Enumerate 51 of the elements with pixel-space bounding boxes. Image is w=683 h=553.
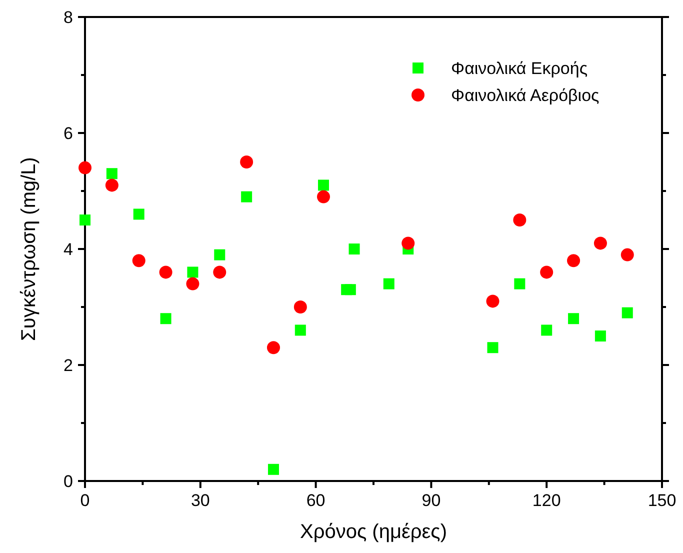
x-tick-label: 90 (422, 491, 441, 510)
y-tick-label: 4 (64, 240, 73, 259)
point (186, 277, 200, 290)
x-tick-label: 60 (306, 491, 326, 510)
point (383, 278, 394, 290)
legend-label: Φαινολικά Εκροής (451, 59, 588, 78)
point (294, 300, 307, 314)
point (316, 190, 330, 204)
point (294, 324, 306, 336)
point (105, 178, 118, 192)
point (241, 191, 252, 202)
y-tick-label: 6 (64, 124, 73, 143)
point (487, 342, 498, 354)
point (240, 156, 254, 168)
point (106, 168, 118, 180)
point (568, 313, 580, 324)
y-tick-label: 0 (64, 472, 73, 491)
point (620, 248, 634, 262)
point (214, 249, 226, 260)
point (159, 266, 172, 279)
point (348, 244, 360, 254)
point (133, 208, 144, 220)
point (513, 214, 526, 226)
y-axis-title: Συγκέντρωση (mg/L) (18, 157, 40, 341)
point (514, 278, 526, 290)
point (268, 464, 279, 475)
y-tick-label: 2 (64, 356, 73, 375)
point (213, 266, 226, 279)
point (266, 341, 280, 354)
x-tick-label: 150 (648, 491, 676, 510)
x-tick-label: 0 (80, 491, 90, 510)
point (187, 266, 198, 278)
point (567, 254, 580, 268)
point (541, 324, 552, 336)
legend-label: Φαινολικά Αερόβιος (451, 86, 600, 105)
x-tick-label: 120 (532, 491, 561, 510)
point (160, 313, 172, 324)
point (78, 161, 92, 174)
point (540, 266, 554, 279)
x-axis-title: Χρόνος (ημέρες) (300, 521, 447, 543)
point (622, 307, 633, 318)
point (132, 254, 146, 268)
point (594, 236, 607, 250)
point (402, 236, 415, 250)
point (344, 284, 356, 296)
point (80, 214, 90, 226)
point (318, 180, 329, 191)
point (486, 294, 500, 308)
x-tick-label: 30 (190, 491, 210, 510)
y-tick-label: 8 (64, 8, 73, 27)
point (594, 330, 606, 342)
